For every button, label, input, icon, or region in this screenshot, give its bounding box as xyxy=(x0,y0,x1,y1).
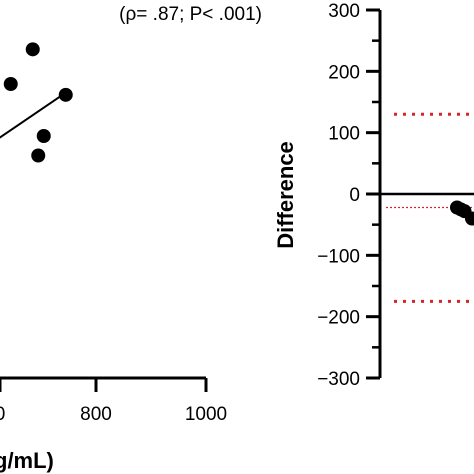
data-point xyxy=(25,42,40,57)
right-y-tick-label: −100 xyxy=(317,246,360,267)
data-point xyxy=(31,148,46,163)
right-y-ticks: 300 200 100 0 −100 −200 −300 xyxy=(317,1,380,390)
bland-altman-panel: 300 200 100 0 −100 −200 −300 Difference xyxy=(273,1,474,390)
left-points xyxy=(3,42,73,163)
right-y-tick-label: 300 xyxy=(328,1,360,22)
right-y-axis-title: Difference xyxy=(273,141,298,249)
data-point xyxy=(3,77,18,91)
difference-point xyxy=(465,211,474,226)
right-y-tick-label: −300 xyxy=(317,369,360,390)
data-point xyxy=(36,129,51,143)
right-y-tick-label: 200 xyxy=(328,62,360,83)
right-y-tick-label: 0 xyxy=(349,185,360,206)
right-y-tick-label: 100 xyxy=(328,124,360,145)
data-point xyxy=(58,87,73,102)
left-x-tick-label: 0 xyxy=(0,404,5,425)
right-points xyxy=(450,200,474,226)
trend-line xyxy=(0,91,67,139)
right-y-tick-label: −200 xyxy=(317,308,360,329)
left-x-axis-title: g/mL) xyxy=(0,448,54,473)
left-x-ticks: 0 800 1000 xyxy=(0,378,227,425)
correlation-annotation: (ρ= .87; P< .001) xyxy=(119,4,262,25)
correlation-panel: (ρ= .87; P< .001) 0 800 1000 g/mL) xyxy=(0,4,262,473)
left-x-tick-label: 1000 xyxy=(185,404,227,425)
left-x-tick-label: 800 xyxy=(80,404,112,425)
